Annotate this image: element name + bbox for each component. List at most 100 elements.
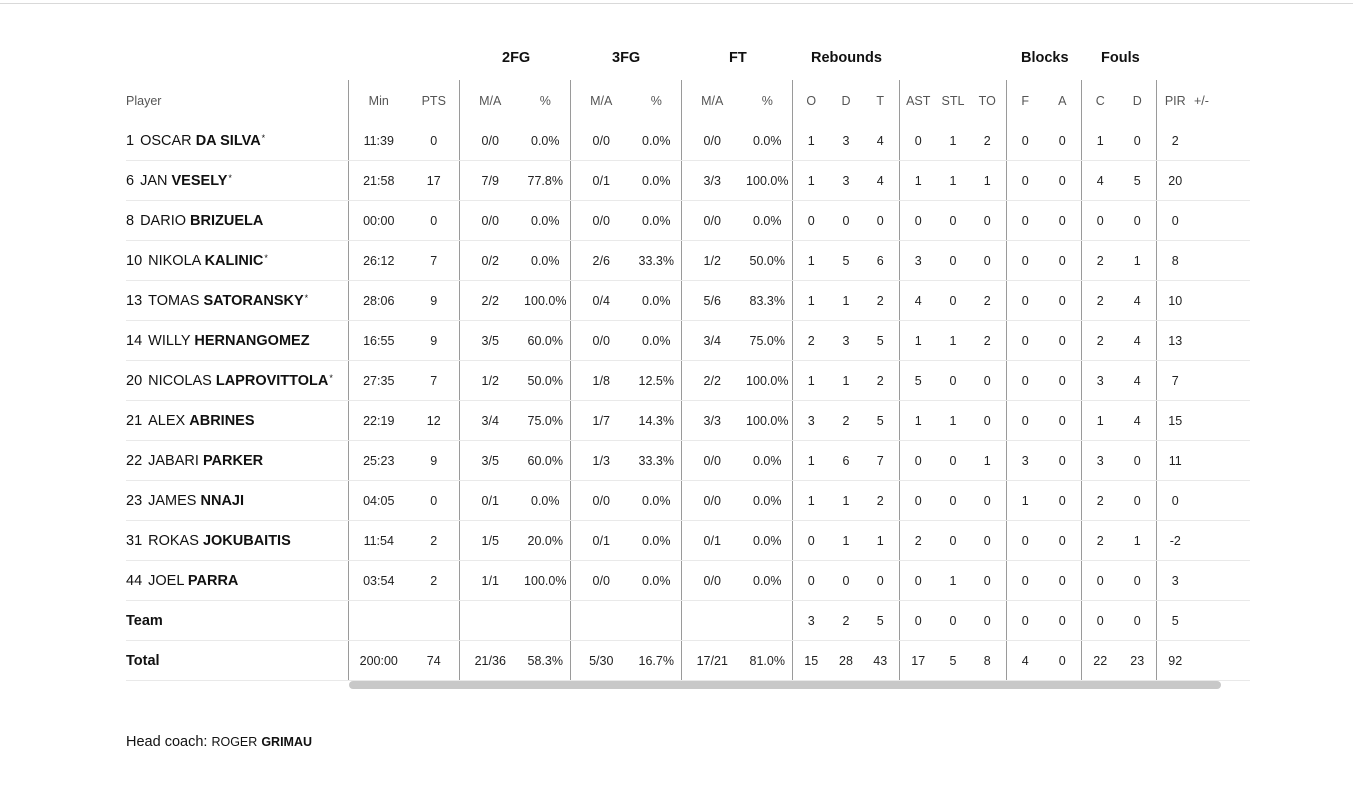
cell-ft-made-attempted: 3/4 <box>680 320 743 361</box>
cell-2fg-made-attempted: 3/5 <box>458 440 521 481</box>
cell-ft-pct: 0.0% <box>743 440 792 481</box>
cell-fouls-committed: 2 <box>1080 240 1119 281</box>
cell-fouls-drawn: 1 <box>1119 520 1156 561</box>
group-header-fouls: Fouls <box>1101 50 1140 66</box>
cell-assists: 2 <box>898 520 937 561</box>
cell-3fg-made-attempted: 0/0 <box>569 560 632 601</box>
cell-pir: -2 <box>1155 520 1194 561</box>
cell-2fg-made-attempted: 0/0 <box>458 121 521 161</box>
cell-2fg-pct: 75.0% <box>521 400 570 441</box>
cell-3fg-made-attempted: 0/4 <box>569 280 632 321</box>
total-row: Total 200:00 74 21/36 58.3% 5/30 16.7% 17/21 81.… <box>126 640 1250 681</box>
col-reb-o: O <box>791 80 830 121</box>
cell-turnovers: 2 <box>969 280 1006 321</box>
player-first-name: TOMAS <box>148 292 200 309</box>
player-last-name[interactable]: NNAJI <box>200 492 245 509</box>
player-number: 13 <box>126 292 143 309</box>
player-cell[interactable]: 21 ALEX ABRINES <box>126 400 348 441</box>
cell-steals: 5 <box>937 640 969 681</box>
player-last-name[interactable]: HERNANGOMEZ <box>194 332 310 349</box>
player-last-name[interactable]: ABRINES <box>189 412 255 429</box>
table-row: 22 JABARI PARKER 25:23 9 3/5 60.0% 1/3 33.3% 0/0… <box>126 440 1250 481</box>
cell-assists: 0 <box>898 440 937 481</box>
player-cell[interactable]: 31 ROKAS JOKUBAITIS <box>126 520 348 561</box>
col-ft-ma: M/A <box>680 80 743 121</box>
cell-plus-minus <box>1194 160 1250 201</box>
cell-fouls-drawn: 1 <box>1119 240 1156 281</box>
player-first-name: DARIO <box>140 212 186 229</box>
col-foul-d: D <box>1132 93 1142 108</box>
player-last-name[interactable]: PARKER <box>202 452 264 469</box>
cell-2fg-made-attempted: 3/5 <box>458 320 521 361</box>
cell-minutes: 27:35 <box>347 360 409 401</box>
cell-blocks-favor: 1 <box>1005 480 1044 521</box>
player-number: 6 <box>126 172 135 189</box>
cell-3fg-pct: 14.3% <box>632 400 681 441</box>
head-coach-last-name: GRIMAU <box>261 735 313 749</box>
cell-blocks-favor: 0 <box>1005 520 1044 561</box>
head-coach-first-name: ROGER <box>211 735 258 749</box>
player-cell[interactable]: 6 JAN VESELY* <box>126 160 348 201</box>
player-cell[interactable]: 14 WILLY HERNANGOMEZ <box>126 320 348 361</box>
player-last-name[interactable]: VESELY <box>171 172 228 189</box>
cell-turnovers: 8 <box>969 640 1006 681</box>
player-cell[interactable]: 8 DARIO BRIZUELA <box>126 200 348 241</box>
player-last-name[interactable]: KALINIC <box>204 252 264 269</box>
cell-reb-defensive: 28 <box>830 640 862 681</box>
cell-assists: 0 <box>898 480 937 521</box>
player-last-name[interactable]: PARRA <box>187 572 239 589</box>
col-2fg-pct: % <box>539 93 551 108</box>
cell-3fg-pct: 0.0% <box>632 160 681 201</box>
cell-minutes: 25:23 <box>347 440 409 481</box>
player-last-name[interactable]: LAPROVITTOLA <box>215 372 329 389</box>
cell-2fg-pct <box>521 600 570 641</box>
player-first-name: OSCAR <box>140 132 192 149</box>
player-cell[interactable]: 23 JAMES NNAJI <box>126 480 348 521</box>
cell-2fg-pct: 58.3% <box>521 640 570 681</box>
cell-assists: 1 <box>898 320 937 361</box>
starter-mark: * <box>228 172 232 183</box>
player-cell[interactable]: 10 NIKOLA KALINIC* <box>126 240 348 281</box>
cell-2fg-made-attempted: 1/5 <box>458 520 521 561</box>
player-number: 20 <box>126 372 143 389</box>
col-stl: STL <box>941 93 965 108</box>
cell-blocks-against: 0 <box>1044 240 1081 281</box>
cell-ft-made-attempted: 0/0 <box>680 200 743 241</box>
cell-turnovers: 1 <box>969 440 1006 481</box>
cell-ft-pct: 0.0% <box>743 480 792 521</box>
cell-points: 74 <box>409 640 459 681</box>
cell-blocks-against: 0 <box>1044 121 1081 161</box>
cell-blocks-favor: 3 <box>1005 440 1044 481</box>
cell-fouls-committed: 1 <box>1080 400 1119 441</box>
cell-minutes: 21:58 <box>347 160 409 201</box>
player-cell[interactable]: 13 TOMAS SATORANSKY* <box>126 280 348 321</box>
cell-fouls-committed: 2 <box>1080 320 1119 361</box>
cell-turnovers: 0 <box>969 600 1006 641</box>
player-cell[interactable]: 1 OSCAR DA SILVA* <box>126 121 348 161</box>
player-last-name[interactable]: JOKUBAITIS <box>202 532 291 549</box>
cell-plus-minus <box>1194 400 1250 441</box>
table-row: 21 ALEX ABRINES 22:19 12 3/4 75.0% 1/7 14.3% 3/3… <box>126 400 1250 441</box>
player-cell[interactable]: 44 JOEL PARRA <box>126 560 348 601</box>
cell-blocks-against: 0 <box>1044 640 1081 681</box>
player-last-name[interactable]: SATORANSKY <box>203 292 304 309</box>
cell-fouls-committed: 4 <box>1080 160 1119 201</box>
cell-3fg-made-attempted: 0/0 <box>569 320 632 361</box>
cell-ft-made-attempted: 1/2 <box>680 240 743 281</box>
cell-minutes: 16:55 <box>347 320 409 361</box>
cell-3fg-pct: 0.0% <box>632 560 681 601</box>
player-last-name[interactable]: BRIZUELA <box>190 212 264 229</box>
player-cell[interactable]: 20 NICOLAS LAPROVITTOLA* <box>126 360 348 401</box>
cell-blocks-against: 0 <box>1044 440 1081 481</box>
cell-blocks-against: 0 <box>1044 360 1081 401</box>
cell-plus-minus <box>1194 121 1250 161</box>
cell-ft-made-attempted: 5/6 <box>680 280 743 321</box>
cell-blocks-against: 0 <box>1044 560 1081 601</box>
player-cell[interactable]: 22 JABARI PARKER <box>126 440 348 481</box>
col-pir: PIR <box>1155 80 1194 121</box>
horizontal-scrollbar[interactable] <box>349 681 1221 689</box>
team-row-label: Team <box>126 600 348 641</box>
cell-minutes: 11:39 <box>347 121 409 161</box>
player-last-name[interactable]: DA SILVA <box>195 132 261 149</box>
cell-fouls-drawn: 4 <box>1119 320 1156 361</box>
